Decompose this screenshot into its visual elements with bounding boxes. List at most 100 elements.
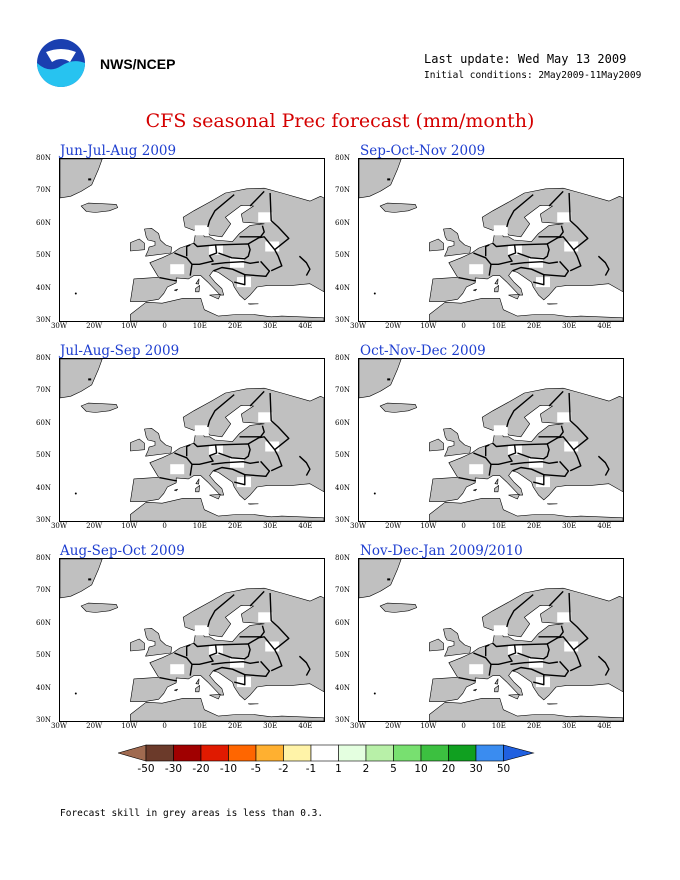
lon-tick-label: 10E [192,722,207,730]
lon-tick-label: 30E [263,322,278,330]
lon-tick-label: 0 [461,322,466,330]
lon-tick-label: 10W [420,322,437,330]
lon-tick-label: 20E [227,722,243,730]
lon-tick-label: 30W [349,522,367,530]
lat-tick-label: 80N [335,554,351,562]
legend-label: -30 [164,763,183,775]
lon-tick-label: 30E [263,522,278,530]
lat-tick-label: 30N [335,716,351,724]
map-panel [358,358,624,522]
lon-tick-label: 0 [461,722,466,730]
legend-label: 2 [362,763,370,775]
panel-title: Jun-Jul-Aug 2009 [60,143,177,159]
lat-tick-label: 80N [36,154,52,162]
lat-tick-label: 70N [335,386,351,395]
lon-tick-label: 20W [86,722,103,730]
lon-tick-label: 20E [227,522,243,530]
panel-title: Oct-Nov-Dec 2009 [360,343,486,359]
lon-tick-label: 30W [349,722,367,730]
legend-swatch [173,744,202,762]
lon-tick-label: 20E [227,322,243,330]
lat-tick-label: 60N [335,418,351,427]
lon-tick-label: 40E [298,322,313,330]
lon-tick-label: 10E [491,522,506,530]
legend-swatch [475,744,504,762]
lon-tick-label: 10E [192,322,207,330]
lat-tick-label: 50N [335,251,351,260]
lon-tick-label: 10E [491,722,506,730]
lat-tick-label: 40N [36,483,52,492]
legend-swatch [283,744,312,762]
legend-arrow-right [503,744,535,762]
legend-swatch [310,744,339,762]
lat-tick-label: 80N [36,554,52,562]
lon-tick-label: 20W [385,722,402,730]
legend-label: -20 [192,763,210,775]
lat-tick-label: 60N [36,418,52,427]
lon-tick-label: 10W [121,522,138,530]
legend-label: 10 [414,763,428,775]
lat-tick-label: 30N [36,316,52,324]
lat-tick-label: 80N [335,154,351,162]
lat-tick-label: 70N [335,186,351,195]
lon-tick-label: 30W [50,722,68,730]
last-update-text: Last update: Wed May 13 2009 [424,52,627,66]
panel-title: Jul-Aug-Sep 2009 [60,343,180,359]
legend-label: 30 [469,763,483,775]
lon-tick-label: 10W [420,522,437,530]
legend-label: 5 [390,763,397,775]
lon-tick-label: 40E [597,722,612,730]
color-legend [116,744,562,766]
lat-tick-label: 60N [335,218,351,227]
legend-label: 50 [496,763,511,775]
panel-title: Aug-Sep-Oct 2009 [60,543,185,559]
map-panel [358,558,624,722]
lon-tick-label: 30W [50,522,68,530]
lat-tick-label: 50N [36,651,52,660]
lat-tick-label: 80N [36,354,52,362]
lon-tick-label: 40E [597,322,612,330]
lon-tick-label: 30E [562,522,577,530]
lat-tick-label: 30N [36,716,52,724]
legend-label: 1 [335,763,342,775]
legend-swatch [200,744,229,762]
lon-tick-label: 30E [562,322,577,330]
lon-tick-label: 20E [526,722,542,730]
lat-tick-label: 30N [36,516,52,524]
lat-tick-label: 40N [36,683,52,692]
lon-tick-label: 40E [298,522,313,530]
legend-label: -10 [219,763,238,775]
lon-tick-label: 40E [298,722,313,730]
lat-tick-label: 60N [36,218,52,227]
lon-tick-label: 20W [385,522,402,530]
lat-tick-label: 40N [335,283,351,292]
lon-tick-label: 10W [420,722,437,730]
initial-conditions-text: Initial conditions: 2May2009-11May2009 [424,70,642,81]
map-panel [59,358,325,522]
lon-tick-label: 40E [597,522,612,530]
lat-tick-label: 80N [335,354,351,362]
lon-tick-label: 0 [461,522,466,530]
legend-swatch [420,744,449,762]
lat-tick-label: 40N [335,683,351,692]
map-panel [358,158,624,322]
map-panel [59,558,325,722]
legend-swatch [338,744,367,762]
lon-tick-label: 10W [121,722,138,730]
legend-swatch [228,744,257,762]
lat-tick-label: 50N [36,251,52,260]
lat-tick-label: 50N [335,651,351,660]
lon-tick-label: 0 [162,522,167,530]
lat-tick-label: 50N [335,451,351,460]
legend-swatch [145,744,174,762]
lon-tick-label: 20E [526,522,542,530]
legend-swatch [393,744,422,762]
lat-tick-label: 70N [36,186,52,195]
lon-tick-label: 10W [121,322,138,330]
lat-tick-label: 40N [36,283,52,292]
lon-tick-label: 30W [50,322,68,330]
lat-tick-label: 50N [36,451,52,460]
lat-tick-label: 70N [36,586,52,595]
legend-arrow-left [116,744,147,762]
legend-swatch [255,744,284,762]
